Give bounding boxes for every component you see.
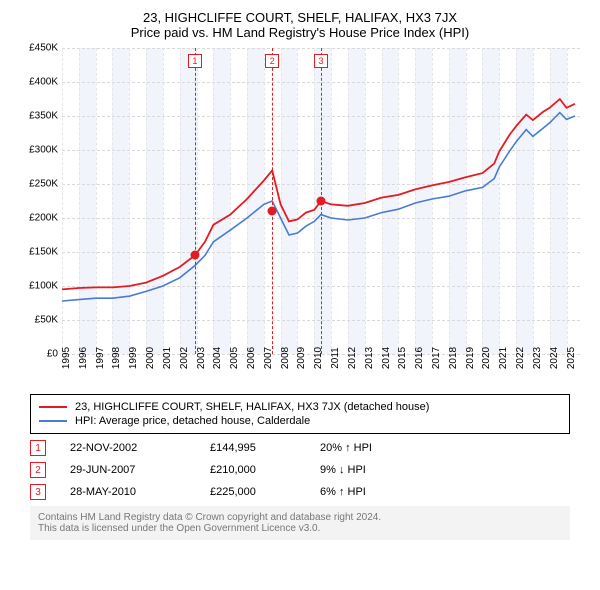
event-marker: 3 bbox=[314, 54, 328, 68]
legend-swatch bbox=[39, 420, 67, 422]
transaction-price: £210,000 bbox=[210, 464, 320, 476]
transaction-row: 3 28-MAY-2010£225,0006% ↑ HPI bbox=[30, 484, 570, 500]
legend-label: 23, HIGHCLIFFE COURT, SHELF, HALIFAX, HX… bbox=[75, 401, 429, 413]
series-line bbox=[62, 99, 575, 289]
footer-line: Contains HM Land Registry data © Crown c… bbox=[38, 512, 562, 523]
transaction-diff: 6% ↑ HPI bbox=[320, 486, 410, 498]
y-axis-label: £200K bbox=[20, 213, 58, 224]
footer-line: This data is licensed under the Open Gov… bbox=[38, 523, 562, 534]
transaction-marker: 1 bbox=[30, 440, 46, 456]
y-axis-label: £350K bbox=[20, 111, 58, 122]
legend-swatch bbox=[39, 406, 67, 408]
legend-item: HPI: Average price, detached house, Cald… bbox=[39, 415, 561, 427]
event-dot bbox=[268, 207, 277, 216]
page-subtitle: Price paid vs. HM Land Registry's House … bbox=[10, 25, 590, 40]
attribution-footer: Contains HM Land Registry data © Crown c… bbox=[30, 506, 570, 540]
transaction-diff: 20% ↑ HPI bbox=[320, 442, 410, 454]
y-axis-label: £400K bbox=[20, 77, 58, 88]
price-chart: £0 £50K £100K £150K £200K £250K £300K £350K £400… bbox=[20, 48, 580, 388]
legend-item: 23, HIGHCLIFFE COURT, SHELF, HALIFAX, HX… bbox=[39, 401, 561, 413]
y-axis-label: £0 bbox=[20, 349, 58, 360]
y-axis-label: £50K bbox=[20, 315, 58, 326]
event-line bbox=[195, 48, 196, 354]
transaction-row: 2 29-JUN-2007£210,0009% ↓ HPI bbox=[30, 462, 570, 478]
chart-legend: 23, HIGHCLIFFE COURT, SHELF, HALIFAX, HX… bbox=[30, 394, 570, 434]
y-axis-label: £300K bbox=[20, 145, 58, 156]
event-dot bbox=[190, 251, 199, 260]
y-axis-label: £100K bbox=[20, 281, 58, 292]
transactions-table: 1 22-NOV-2002£144,99520% ↑ HPI 2 29-JUN-200… bbox=[30, 440, 570, 500]
transaction-date: 28-MAY-2010 bbox=[70, 486, 210, 498]
transaction-marker: 2 bbox=[30, 462, 46, 478]
transaction-price: £225,000 bbox=[210, 486, 320, 498]
transaction-price: £144,995 bbox=[210, 442, 320, 454]
transaction-diff: 9% ↓ HPI bbox=[320, 464, 410, 476]
transaction-marker: 3 bbox=[30, 484, 46, 500]
event-marker: 1 bbox=[188, 54, 202, 68]
page-title: 23, HIGHCLIFFE COURT, SHELF, HALIFAX, HX… bbox=[10, 10, 590, 25]
transaction-row: 1 22-NOV-2002£144,99520% ↑ HPI bbox=[30, 440, 570, 456]
legend-label: HPI: Average price, detached house, Cald… bbox=[75, 415, 310, 427]
event-dot bbox=[317, 197, 326, 206]
plot-area: 1 2 3 bbox=[62, 48, 580, 354]
transaction-date: 22-NOV-2002 bbox=[70, 442, 210, 454]
event-marker: 2 bbox=[265, 54, 279, 68]
event-line bbox=[272, 48, 273, 354]
y-axis-label: £450K bbox=[20, 43, 58, 54]
series-line bbox=[62, 113, 575, 301]
y-axis-label: £250K bbox=[20, 179, 58, 190]
y-axis-label: £150K bbox=[20, 247, 58, 258]
transaction-date: 29-JUN-2007 bbox=[70, 464, 210, 476]
